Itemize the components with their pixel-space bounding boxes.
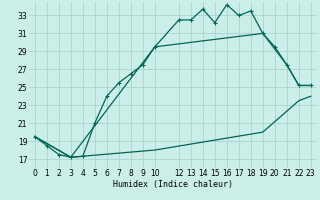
X-axis label: Humidex (Indice chaleur): Humidex (Indice chaleur) bbox=[113, 180, 233, 189]
